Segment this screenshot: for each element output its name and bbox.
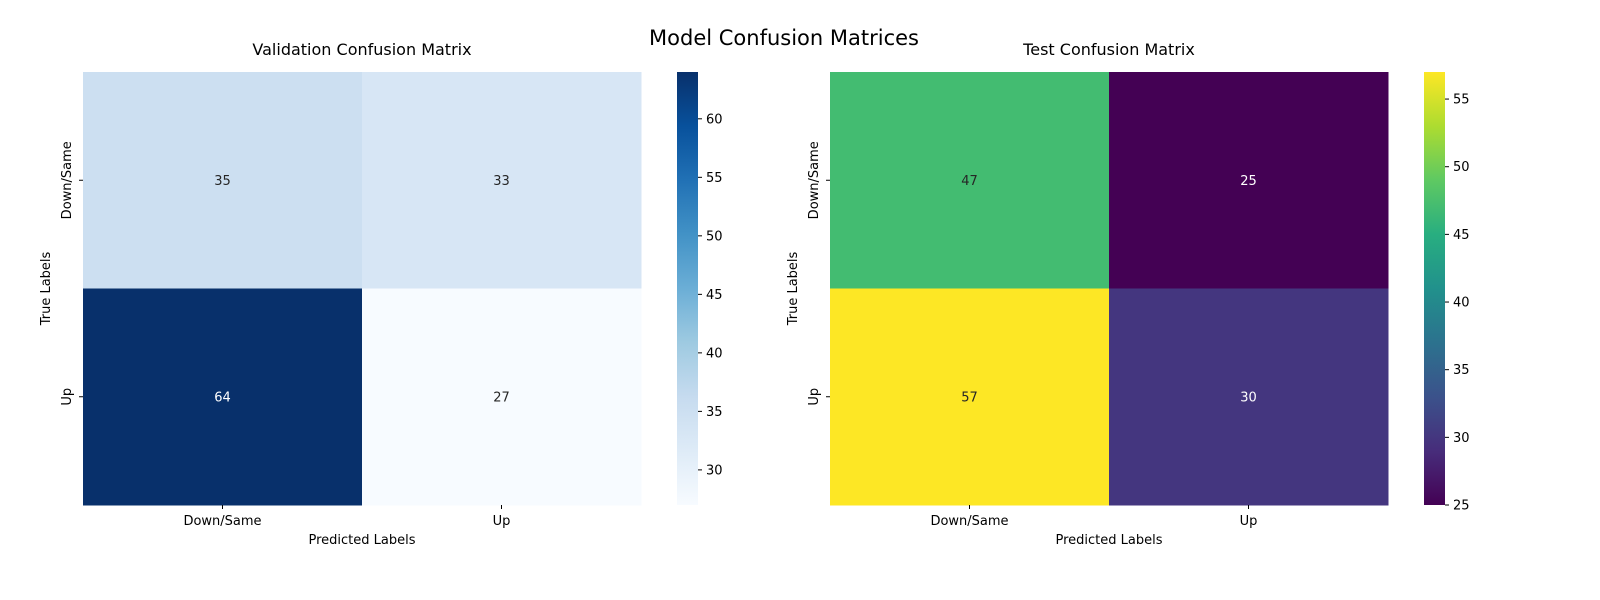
cell-value-label: 25 xyxy=(1240,174,1257,189)
x-tick-label: Down/Same xyxy=(183,514,261,529)
colorbar-tick-label: 35 xyxy=(706,405,723,420)
heatmap-chart-2: Test Confusion Matrix 47 25 57 30 Down/Same Up… xyxy=(786,40,1470,548)
colorbar-tick-label: 60 xyxy=(706,112,723,127)
y-tick-label: Up xyxy=(807,388,822,406)
colorbar xyxy=(1424,72,1445,505)
x-axis-label: Predicted Labels xyxy=(308,533,415,548)
heatmap-cell xyxy=(83,288,363,506)
colorbar xyxy=(677,72,698,505)
colorbar-tick-label: 55 xyxy=(706,171,723,186)
x-tick-label: Down/Same xyxy=(930,514,1008,529)
heatmap-cell xyxy=(830,72,1110,289)
x-axis-label: Predicted Labels xyxy=(1055,533,1162,548)
colorbar-tick-label: 30 xyxy=(706,463,723,478)
cell-value-label: 47 xyxy=(961,174,978,189)
colorbar-tick-label: 50 xyxy=(706,229,723,244)
heatmap-chart-1: Validation Confusion Matrix 35 33 64 27 Down/… xyxy=(39,40,723,548)
chart-title: Validation Confusion Matrix xyxy=(252,40,471,59)
heatmap-cell xyxy=(362,72,642,289)
colorbar-tick-label: 40 xyxy=(706,346,723,361)
colorbar-tick-label: 40 xyxy=(1453,296,1470,311)
heatmap-cell xyxy=(1109,72,1389,289)
heatmap-cell xyxy=(362,288,642,506)
y-axis-label: True Labels xyxy=(786,251,801,326)
heatmap-cell xyxy=(1109,288,1389,506)
colorbar-tick-label: 55 xyxy=(1453,93,1470,108)
heatmap-cell xyxy=(83,72,363,289)
colorbar-tick-label: 45 xyxy=(706,288,723,303)
chart-title: Test Confusion Matrix xyxy=(1022,40,1195,59)
colorbar-tick-label: 50 xyxy=(1453,160,1470,175)
figure-title: Model Confusion Matrices xyxy=(649,26,919,50)
cell-value-label: 64 xyxy=(214,390,231,405)
y-tick-label: Down/Same xyxy=(60,141,75,219)
heatmap-cell xyxy=(830,288,1110,506)
colorbar-tick-label: 45 xyxy=(1453,228,1470,243)
x-tick-label: Up xyxy=(1240,514,1258,529)
x-tick-label: Up xyxy=(493,514,511,529)
y-tick-label: Up xyxy=(60,388,75,406)
y-axis-label: True Labels xyxy=(39,251,54,326)
cell-value-label: 33 xyxy=(493,174,510,189)
colorbar-tick-label: 25 xyxy=(1453,499,1470,514)
colorbar-tick-label: 35 xyxy=(1453,363,1470,378)
y-tick-label: Down/Same xyxy=(807,141,822,219)
colorbar-tick-label: 30 xyxy=(1453,431,1470,446)
cell-value-label: 30 xyxy=(1240,390,1257,405)
cell-value-label: 27 xyxy=(493,390,510,405)
cell-value-label: 35 xyxy=(214,174,231,189)
cell-value-label: 57 xyxy=(961,390,978,405)
